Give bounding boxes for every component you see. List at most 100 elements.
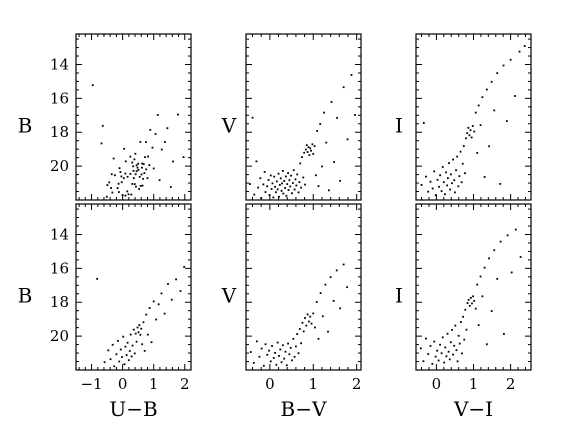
data-point — [151, 146, 154, 149]
data-point — [448, 358, 451, 361]
data-point — [493, 249, 496, 252]
data-point — [429, 180, 432, 183]
data-point — [470, 136, 473, 139]
panel-top-middle: V — [221, 33, 362, 201]
data-point — [490, 310, 493, 312]
data-point — [314, 174, 317, 177]
data-point — [433, 340, 436, 343]
data-point — [117, 191, 120, 193]
data-point — [172, 160, 174, 163]
data-point — [310, 322, 313, 325]
data-point — [249, 351, 252, 353]
data-point — [262, 183, 265, 186]
data-point — [332, 299, 335, 302]
data-point — [445, 355, 448, 358]
data-point — [137, 168, 140, 171]
data-point — [272, 357, 275, 359]
data-point — [288, 353, 291, 356]
data-point — [422, 122, 425, 124]
data-point — [289, 185, 292, 188]
x-tick-label: 2 — [506, 375, 516, 393]
panel-bottom-right: 0 1 2 I V−I — [395, 203, 532, 421]
y-tick-label: 18 — [50, 123, 69, 141]
data-point — [429, 345, 432, 347]
data-point — [158, 179, 161, 182]
data-point — [132, 165, 135, 168]
data-point — [255, 160, 258, 163]
data-point — [145, 168, 148, 171]
data-point — [308, 154, 311, 157]
data-point — [154, 133, 157, 135]
data-point — [126, 175, 129, 178]
data-point — [141, 343, 144, 346]
data-point — [444, 346, 447, 349]
data-point — [111, 191, 114, 194]
data-point — [483, 266, 486, 269]
data-point — [519, 256, 522, 258]
data-point — [135, 164, 138, 167]
data-point — [124, 172, 127, 175]
data-point — [454, 191, 456, 194]
data-point — [305, 144, 308, 147]
data-point — [270, 188, 273, 190]
y-tick-label: 14 — [50, 55, 69, 73]
data-point — [441, 336, 444, 339]
data-point — [269, 174, 272, 177]
data-point — [280, 361, 283, 364]
data-point — [468, 134, 471, 137]
data-point — [126, 341, 129, 344]
data-point — [130, 193, 133, 196]
data-point — [456, 360, 459, 363]
data-point — [263, 170, 266, 173]
data-point — [461, 352, 463, 355]
data-point — [276, 341, 279, 344]
data-point — [502, 64, 505, 67]
data-point — [287, 189, 290, 191]
plot-frame — [245, 203, 362, 371]
data-point — [459, 321, 462, 323]
plot-frame — [75, 203, 192, 371]
x-tick-label: 1 — [149, 375, 159, 393]
data-point — [302, 176, 305, 179]
data-point — [160, 148, 163, 151]
data-point — [281, 182, 283, 185]
data-point — [145, 313, 148, 316]
data-point — [479, 124, 482, 127]
panel-top-right: I — [395, 33, 532, 201]
data-point — [157, 303, 160, 306]
data-point — [255, 340, 258, 343]
data-point — [249, 183, 251, 185]
data-point — [131, 183, 134, 185]
data-point — [479, 275, 482, 278]
data-point — [105, 195, 108, 198]
data-point — [467, 298, 470, 301]
data-point — [283, 180, 286, 182]
y-tick-label: 18 — [50, 293, 69, 311]
data-point — [124, 345, 127, 348]
data-point — [127, 193, 130, 196]
data-point — [523, 45, 526, 47]
data-point — [122, 177, 125, 180]
data-point — [110, 187, 113, 189]
data-point — [276, 188, 279, 191]
data-point — [481, 295, 484, 298]
data-point — [287, 172, 289, 174]
data-point — [274, 185, 276, 188]
data-point — [446, 332, 449, 335]
x-tick-label: 0 — [432, 375, 442, 393]
data-point — [505, 120, 508, 122]
data-point — [443, 361, 446, 364]
data-point — [132, 177, 135, 180]
data-point — [471, 125, 474, 127]
data-point — [317, 337, 320, 340]
data-point — [300, 342, 303, 345]
data-point — [111, 343, 114, 346]
data-point — [329, 276, 332, 279]
data-point — [461, 162, 464, 165]
data-point — [438, 185, 440, 188]
data-point — [138, 324, 141, 327]
scatter-points — [91, 84, 185, 198]
data-point — [156, 114, 159, 116]
data-point — [135, 170, 138, 173]
x-axis-label: V−I — [453, 397, 493, 421]
